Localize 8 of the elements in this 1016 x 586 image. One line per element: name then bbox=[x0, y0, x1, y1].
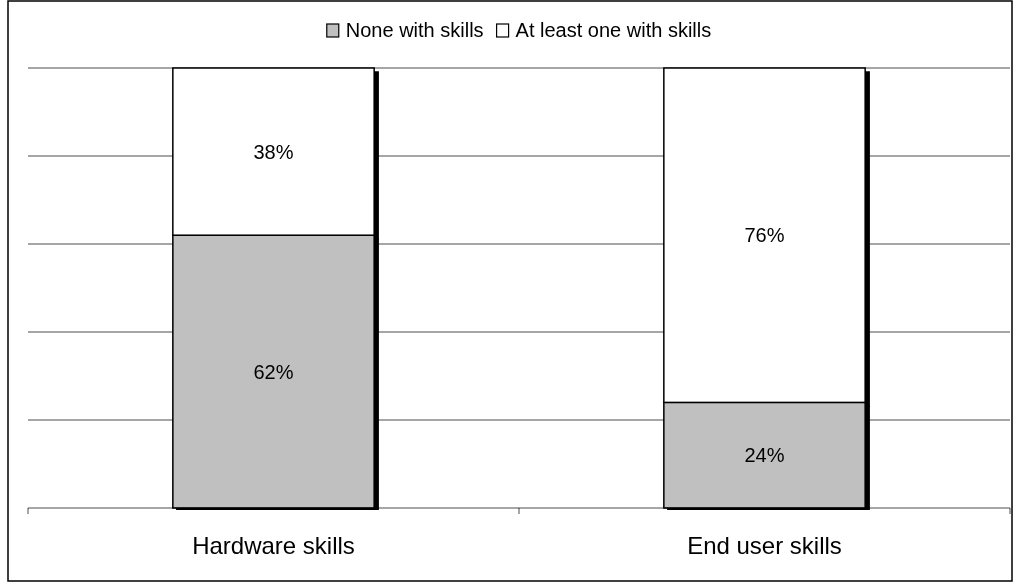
x-tick-label: Hardware skills bbox=[192, 531, 355, 559]
x-tick-label: End user skills bbox=[687, 531, 842, 559]
legend-label: At least one with skills bbox=[515, 19, 712, 41]
data-label: 38% bbox=[253, 140, 294, 163]
data-label: 24% bbox=[744, 444, 785, 467]
data-label: 76% bbox=[744, 224, 785, 247]
data-label: 62% bbox=[253, 360, 294, 383]
legend-label: None with skills bbox=[345, 19, 484, 41]
